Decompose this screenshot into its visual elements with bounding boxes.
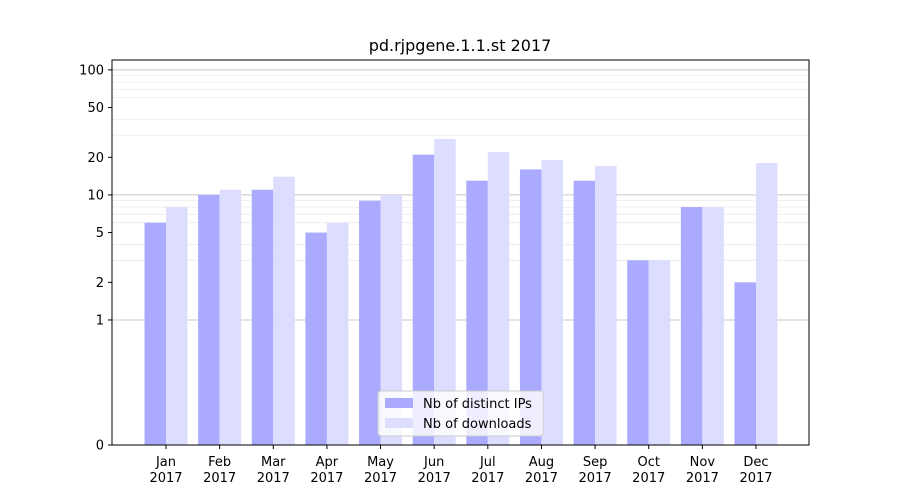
legend: Nb of distinct IPs Nb of downloads [377,390,544,437]
legend-label: Nb of downloads [423,417,532,432]
bar-distinct-ips [305,232,327,445]
y-tick-label: 5 [96,226,104,241]
x-tick-label: Sep 2017 [579,455,612,486]
x-tick-label: Jan 2017 [149,455,182,486]
bars-layer [144,139,778,446]
x-axis: Jan 2017 Feb 2017 Mar 2017 Apr 2017 May 2017 Jun 20… [149,445,773,486]
x-tick-label: May 2017 [364,455,397,486]
x-tick-label: Nov 2017 [686,455,719,486]
bar-distinct-ips [627,260,649,445]
bar-distinct-ips [680,207,703,445]
bar-distinct-ips [573,180,596,445]
bar-downloads [380,194,403,445]
y-tick-label: 0 [96,439,104,454]
bar-distinct-ips [412,154,435,446]
y-tick-label: 50 [87,101,104,116]
x-tick-label: Apr 2017 [310,455,343,486]
y-tick-label: 100 [79,63,104,78]
y-tick-label: 1 [96,313,104,328]
x-tick-label: Feb 2017 [203,455,236,486]
bar-distinct-ips [251,189,274,445]
bar-distinct-ips [519,169,542,445]
x-tick-label: Dec 2017 [739,455,772,486]
x-tick-label: Oct 2017 [632,455,665,486]
legend-label: Nb of distinct IPs [423,397,532,412]
bar-distinct-ips [734,282,756,445]
x-tick-label: Mar 2017 [257,455,290,486]
legend-swatch [385,398,413,408]
bar-downloads [756,163,778,445]
bar-distinct-ips [466,180,488,445]
x-tick-label: Aug 2017 [525,455,558,486]
x-tick-label: Jul 2017 [471,455,504,486]
bar-downloads [648,260,671,445]
bar-downloads [487,152,510,445]
x-tick-label: Jun 2017 [418,455,451,486]
plot-frame [111,59,810,446]
bar-downloads [434,139,456,445]
bar-downloads [219,189,242,445]
bar-downloads [702,207,724,445]
bar-downloads [273,176,295,445]
bar-downloads [595,166,617,445]
y-tick-label: 20 [87,151,104,166]
legend-swatch [385,418,413,428]
bar-distinct-ips [359,200,381,445]
bar-distinct-ips [144,222,166,445]
bar-distinct-ips [198,194,220,445]
bar-downloads [326,222,349,445]
bar-downloads [166,207,188,445]
bar-downloads [541,160,563,445]
y-tick-label: 10 [87,188,104,203]
y-axis: 0 1 2 5 10 20 50 100 [79,63,112,454]
chart-title: pd.rjpgene.1.1.st 2017 [369,36,552,55]
legend-box [377,390,544,437]
y-tick-label: 2 [96,276,104,291]
